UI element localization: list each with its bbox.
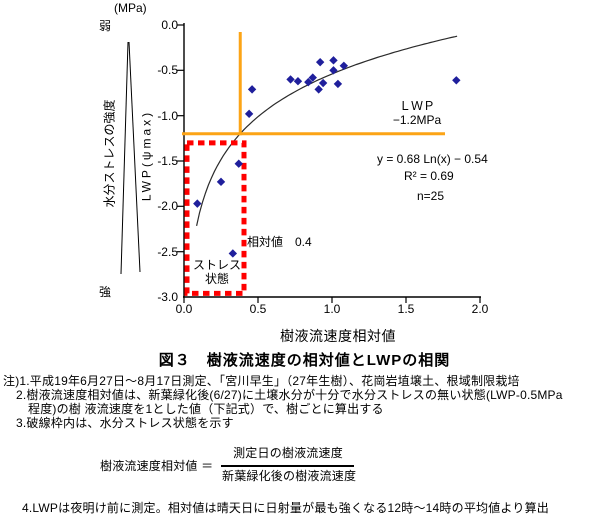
data-point bbox=[339, 61, 349, 70]
x-axis-title: 樹液流速度相対値 bbox=[280, 328, 396, 344]
r-squared-label: R² = 0.69 bbox=[404, 169, 454, 183]
relative-value-annotation: 相対値 0.4 bbox=[247, 235, 312, 249]
y-tick-label: -2.5 bbox=[157, 245, 178, 259]
data-point bbox=[314, 85, 323, 94]
stress-zone-annotation-line1: ストレス bbox=[192, 258, 241, 272]
data-point bbox=[234, 159, 243, 168]
y-tick-label: -0.5 bbox=[157, 63, 178, 77]
data-point bbox=[329, 56, 338, 65]
stress-zone-dashed-box bbox=[184, 140, 247, 296]
lwp-threshold-annotation-line1: ＬＷＰ bbox=[398, 99, 435, 113]
data-point bbox=[216, 177, 226, 187]
lwp-threshold-annotation-line2: −1.2MPa bbox=[392, 113, 442, 127]
y-tick-label: -1.5 bbox=[157, 154, 178, 168]
regression-equation-label: y = 0.68 Ln(x) − 0.54 bbox=[377, 152, 488, 166]
formula-numerator: 測定日の樹液流速度 bbox=[233, 446, 343, 460]
formula-denominator: 新葉緑化後の樹液流速度 bbox=[222, 469, 357, 483]
lwp-threshold-annotation: ＬＷＰ −1.2MPa bbox=[385, 99, 449, 127]
formula-lhs: 樹液流速度相対値 ＝ bbox=[100, 459, 214, 473]
note-line-5: 4.LWPは夜明け前に測定。相対値は晴天日に日射量が最も強くなる12時～14時の… bbox=[22, 501, 549, 515]
x-tick-label: 0.0 bbox=[175, 302, 193, 316]
note-line-2: 2.樹液流速度相対値は、新葉緑化後(6/27)に土壌水分が十分で水分ストレスの無… bbox=[16, 388, 563, 402]
data-point bbox=[193, 199, 202, 208]
x-tick-label: 2.0 bbox=[471, 302, 489, 316]
note-line-3: 程度)の樹 液流速度を1とした値（下記式）で、樹ごとに算出する bbox=[28, 402, 384, 416]
data-point bbox=[452, 76, 461, 85]
data-point bbox=[286, 75, 295, 84]
y-tick-label: -3.0 bbox=[157, 290, 178, 304]
y-axis-unit-label: (MPa) bbox=[114, 1, 147, 15]
stress-intensity-axis-label: 水分ストレスの強度 bbox=[102, 99, 117, 208]
note-line-4: 3.破線枠内は、水分ストレス状態を示す bbox=[16, 416, 234, 430]
scatter-plot-canvas bbox=[120, 23, 481, 303]
data-point bbox=[244, 109, 254, 119]
x-tick-label: 1.0 bbox=[323, 302, 341, 316]
note-line-1: 注)1.平成19年6月27日～8月17日測定、「宮川早生」（27年生樹）、花崗岩… bbox=[3, 374, 520, 388]
figure-caption: 図３ 樹液流速度の相対値とLWPの相関 bbox=[158, 352, 451, 369]
stress-zone-annotation-line2: 状態 bbox=[204, 271, 229, 286]
stress-intensity-wedge bbox=[120, 41, 129, 275]
data-point bbox=[228, 249, 238, 258]
gauge-strong-label: 強 bbox=[99, 285, 112, 299]
data-point bbox=[315, 57, 325, 67]
y-tick-label: -2.0 bbox=[157, 199, 178, 213]
data-point bbox=[308, 73, 317, 82]
y-tick-label: -1.0 bbox=[157, 109, 178, 123]
sample-size-label: n=25 bbox=[417, 189, 445, 203]
data-point bbox=[318, 78, 328, 88]
y-tick-label: 0.0 bbox=[161, 18, 178, 32]
data-point bbox=[293, 77, 303, 86]
data-point bbox=[247, 85, 257, 94]
x-tick-label: 1.5 bbox=[397, 302, 415, 316]
stress-intensity-wedge bbox=[128, 41, 141, 273]
gauge-weak-label: 弱 bbox=[99, 19, 112, 33]
formula-fraction-bar bbox=[221, 465, 354, 467]
x-tick-label: 0.5 bbox=[249, 302, 267, 316]
data-point bbox=[329, 66, 338, 75]
data-point bbox=[333, 79, 343, 89]
stress-zone-annotation: ストレス 状態 bbox=[188, 258, 246, 286]
data-point bbox=[304, 77, 313, 87]
